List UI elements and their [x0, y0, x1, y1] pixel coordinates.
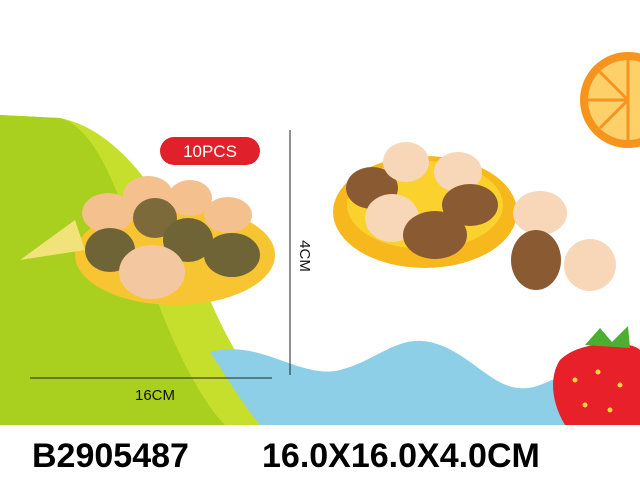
eggs-in-net — [20, 176, 275, 305]
seed — [617, 382, 623, 388]
egg — [163, 218, 213, 262]
seed — [595, 369, 601, 375]
egg — [564, 239, 616, 291]
strawberry-leaves — [585, 326, 630, 348]
egg — [82, 193, 134, 233]
egg — [168, 180, 212, 216]
width-label: 16CM — [135, 387, 175, 404]
seed — [582, 402, 588, 408]
seed — [572, 377, 578, 383]
egg — [133, 198, 177, 238]
badge-text: 10PCS — [183, 142, 237, 161]
badge-bg — [160, 137, 260, 165]
strawberry — [553, 326, 640, 425]
egg — [434, 152, 482, 192]
egg — [511, 230, 561, 290]
footer-bg — [0, 425, 640, 480]
egg — [513, 191, 567, 235]
blue-wave — [210, 340, 640, 425]
egg — [204, 233, 260, 277]
egg — [119, 245, 185, 299]
egg — [403, 211, 467, 259]
egg — [442, 184, 498, 226]
egg — [383, 142, 429, 182]
orange-slice — [580, 52, 640, 148]
strawberry-body — [553, 343, 640, 425]
egg — [204, 197, 252, 233]
net-tail — [20, 220, 85, 260]
product-size: 16.0X16.0X4.0CM — [262, 437, 540, 475]
orange-segments — [588, 60, 630, 140]
product-code: B2905487 — [32, 437, 189, 475]
height-label: 4CM — [296, 240, 313, 272]
seed — [607, 407, 613, 413]
eggs-on-plate — [333, 142, 616, 291]
